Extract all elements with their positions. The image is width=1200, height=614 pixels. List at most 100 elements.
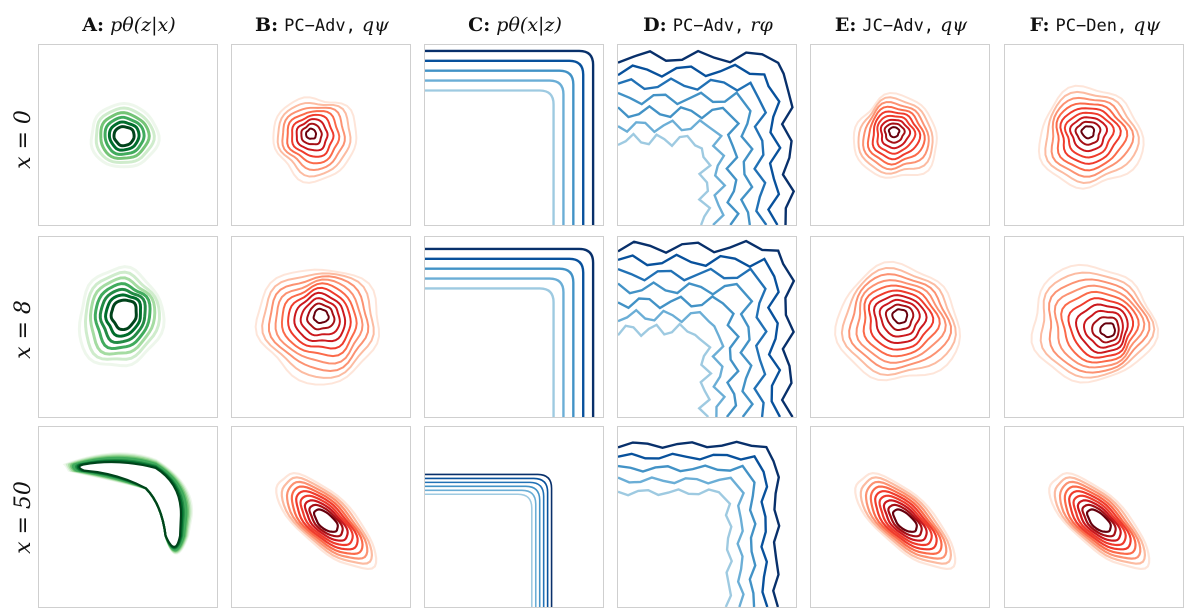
panel-f-x50 — [1004, 426, 1184, 608]
contour-line — [1091, 316, 1120, 344]
contour-line — [887, 126, 901, 139]
contour-line — [866, 105, 926, 166]
contour-line — [878, 298, 921, 338]
contour-line — [89, 101, 161, 169]
contour-line — [872, 294, 928, 345]
contour-line — [1050, 96, 1135, 178]
column-letter: E: — [834, 14, 857, 36]
contour-line — [103, 115, 146, 156]
contour-line — [89, 276, 157, 356]
contour-line — [1030, 263, 1160, 384]
contour-line — [618, 452, 769, 607]
panel-d-x0 — [617, 44, 797, 226]
panel-c-x0 — [424, 44, 604, 226]
contour-line — [618, 63, 782, 225]
contour-line — [618, 464, 757, 607]
panel-b-x50 — [231, 426, 411, 608]
contour-line — [306, 302, 336, 331]
contour-line — [99, 111, 151, 160]
panel-c-x8 — [424, 236, 604, 418]
contour-line — [862, 101, 930, 171]
contour-line — [887, 503, 923, 538]
contour-line — [1048, 278, 1151, 374]
contour-line — [280, 476, 374, 565]
contour-line — [77, 265, 166, 368]
contour-line — [1080, 125, 1096, 140]
column-letter: B: — [255, 14, 279, 36]
contour-line — [308, 503, 344, 538]
panel-f-x0 — [1004, 44, 1184, 226]
contour-line — [1055, 102, 1129, 172]
column-header-f: F: PC−Den, qψ — [1004, 14, 1186, 44]
contour-line — [1063, 485, 1137, 555]
contour-line — [1058, 480, 1142, 560]
contour-line — [290, 485, 364, 555]
column-header-a: A: pθ(z|x) — [38, 14, 220, 44]
contour-line — [618, 91, 754, 225]
contour-line — [618, 281, 754, 417]
contour-line — [287, 286, 352, 350]
contour-plot — [425, 247, 595, 417]
contour-line — [94, 106, 156, 164]
contour-plot — [62, 452, 194, 555]
contour-line — [425, 493, 533, 607]
contour-line — [618, 77, 768, 225]
contour-line — [1075, 303, 1129, 354]
contour-line — [254, 268, 381, 386]
contour-plot — [1030, 263, 1160, 384]
panel-d-x50 — [617, 426, 797, 608]
panel-e-x0 — [810, 44, 990, 226]
contour-line — [876, 114, 917, 155]
contour-line — [618, 440, 781, 607]
contour-plot — [77, 265, 166, 368]
contour-line — [295, 118, 329, 152]
contour-line — [303, 499, 349, 542]
contour-line — [1039, 271, 1156, 379]
row-label: x = 8 — [10, 299, 36, 359]
contour-line — [1044, 90, 1140, 184]
contour-line — [1081, 503, 1117, 538]
contour-plot — [89, 101, 161, 169]
contour-line — [62, 452, 194, 555]
contour-line — [1074, 120, 1102, 146]
panel-c-x50 — [424, 426, 604, 608]
contour-plot — [1048, 471, 1151, 571]
contour-line — [425, 89, 555, 225]
contour-line — [1053, 476, 1147, 565]
contour-line — [1037, 84, 1145, 190]
contour-line — [618, 294, 740, 417]
contour-line — [883, 122, 906, 144]
contour-plot — [1037, 84, 1145, 190]
column-symbol: qψ — [361, 14, 389, 36]
contour-line — [1063, 111, 1115, 159]
column-letter: F: — [1029, 14, 1050, 36]
panel-f-x8 — [1004, 236, 1184, 418]
contour-line — [312, 508, 339, 533]
contour-line — [280, 282, 358, 358]
contour-line — [112, 125, 136, 148]
contour-plot — [425, 49, 595, 225]
contour-line — [272, 96, 358, 184]
contour-line — [425, 477, 549, 607]
column-method: PC−Adv, — [672, 16, 745, 36]
contour-line — [618, 104, 741, 225]
column-header-e: E: JC−Adv, qψ — [810, 14, 992, 44]
contour-line — [425, 247, 595, 417]
contour-line — [891, 308, 909, 325]
contour-line — [1068, 490, 1132, 551]
contour-line — [285, 480, 369, 560]
column-method: PC−Den, — [1055, 16, 1128, 36]
contour-plot — [834, 260, 962, 382]
contour-line — [276, 101, 352, 178]
contour-line — [618, 488, 734, 607]
contour-line — [618, 118, 727, 225]
contour-line — [293, 291, 347, 343]
contour-line — [618, 49, 796, 225]
contour-line — [425, 277, 565, 417]
contour-line — [891, 508, 918, 533]
contour-line — [854, 471, 957, 571]
contour-line — [1099, 322, 1116, 339]
row-label: x = 0 — [10, 109, 36, 169]
contour-line — [425, 473, 553, 607]
contour-line — [109, 298, 138, 332]
